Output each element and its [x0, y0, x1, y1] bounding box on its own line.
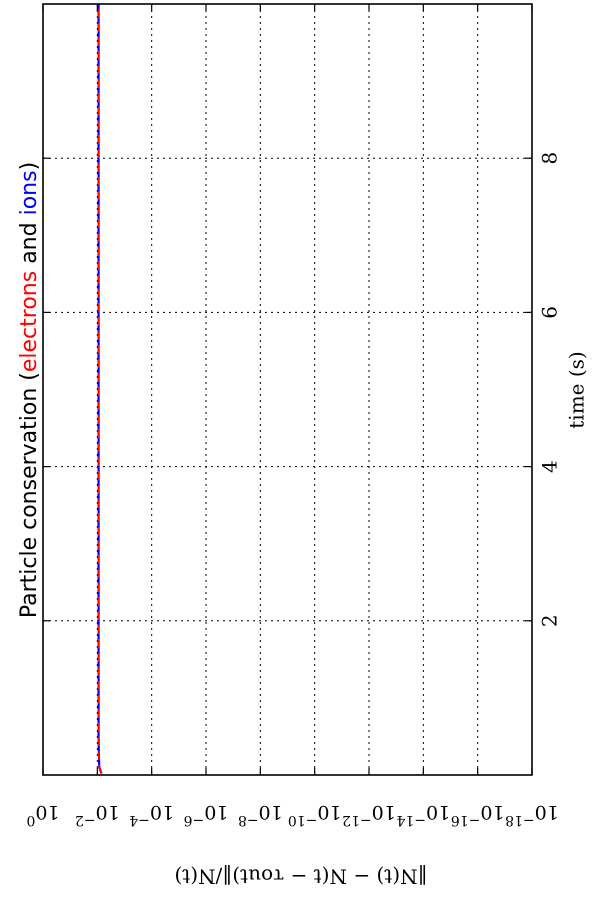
y-tick-base: 10: [317, 801, 341, 823]
y-tick-label: 10−4: [129, 801, 174, 828]
y-tick-base: 10: [259, 801, 283, 823]
title-electrons: electrons: [17, 271, 42, 372]
title-suffix: ): [17, 162, 42, 171]
grid-layer: [43, 4, 532, 775]
y-tick-label-text: 10−18: [505, 801, 559, 828]
y-axis-label: ‖N(t) − N(t − τout)‖/N(t): [174, 864, 427, 889]
x-tick-label: 2: [538, 614, 562, 627]
y-tick-exponent: −18: [505, 812, 535, 828]
series-layer: [97, 4, 103, 774]
y-tick-label-text: 100: [26, 801, 59, 828]
title-prefix: Particle conservation (: [17, 372, 42, 618]
x-axis-label-text: time (s): [565, 351, 589, 428]
x-tick-label: 4: [538, 460, 562, 473]
y-tick-label-text: 10−12: [342, 801, 396, 828]
y-tick-label: 10−16: [451, 801, 505, 828]
y-tick-exponent: −16: [451, 812, 481, 828]
y-tick-label: 10−14: [396, 801, 450, 828]
y-tick-base: 10: [426, 801, 450, 823]
title-ions: ions: [17, 170, 42, 215]
chart-title: Particle conservation (electrons and ion…: [17, 162, 42, 618]
x-tick-label: 6: [538, 306, 562, 319]
y-tick-exponent: −2: [75, 812, 96, 828]
x-tick-label: 8: [538, 152, 562, 165]
y-tick-exponent: −10: [288, 812, 318, 828]
y-tick-base: 10: [372, 801, 396, 823]
y-tick-base: 10: [535, 801, 559, 823]
x-axis-label: time (s): [565, 351, 589, 428]
y-tick-exponent: −12: [342, 812, 372, 828]
y-tick-exponent: −8: [238, 812, 259, 828]
y-tick-label-text: 10−2: [75, 801, 120, 828]
y-tick-base: 10: [204, 801, 228, 823]
y-axis-label-text: ‖N(t) − N(t − τout)‖/N(t): [174, 864, 427, 889]
y-tick-base: 10: [150, 801, 174, 823]
y-tick-base: 10: [35, 801, 59, 823]
y-tick-exponent: −4: [129, 812, 150, 828]
y-tick-label-text: 10−10: [288, 801, 342, 828]
y-tick-exponent: 0: [26, 812, 35, 828]
y-tick-label: 10−12: [342, 801, 396, 828]
svg-text:Particle conservation (electro: Particle conservation (electrons and ion…: [17, 162, 42, 618]
y-tick-label: 10−2: [75, 801, 120, 828]
y-tick-label-text: 10−16: [451, 801, 505, 828]
y-tick-base: 10: [480, 801, 504, 823]
y-tick-label-text: 10−8: [238, 801, 283, 828]
y-tick-label: 10−8: [238, 801, 283, 828]
y-tick-label-text: 10−4: [129, 801, 174, 828]
y-tick-label: 10−6: [183, 801, 228, 828]
y-tick-label: 10−18: [505, 801, 559, 828]
y-tick-base: 10: [96, 801, 120, 823]
y-tick-exponent: −14: [396, 812, 426, 828]
y-tick-label: 100: [26, 801, 59, 828]
series-line-1: [97, 4, 103, 774]
y-tick-label-text: 10−14: [396, 801, 450, 828]
y-tick-exponent: −6: [183, 812, 204, 828]
title-and: and: [17, 215, 42, 270]
y-tick-label-text: 10−6: [183, 801, 228, 828]
y-tick-label: 10−10: [288, 801, 342, 828]
plot-frame: [42, 3, 533, 776]
